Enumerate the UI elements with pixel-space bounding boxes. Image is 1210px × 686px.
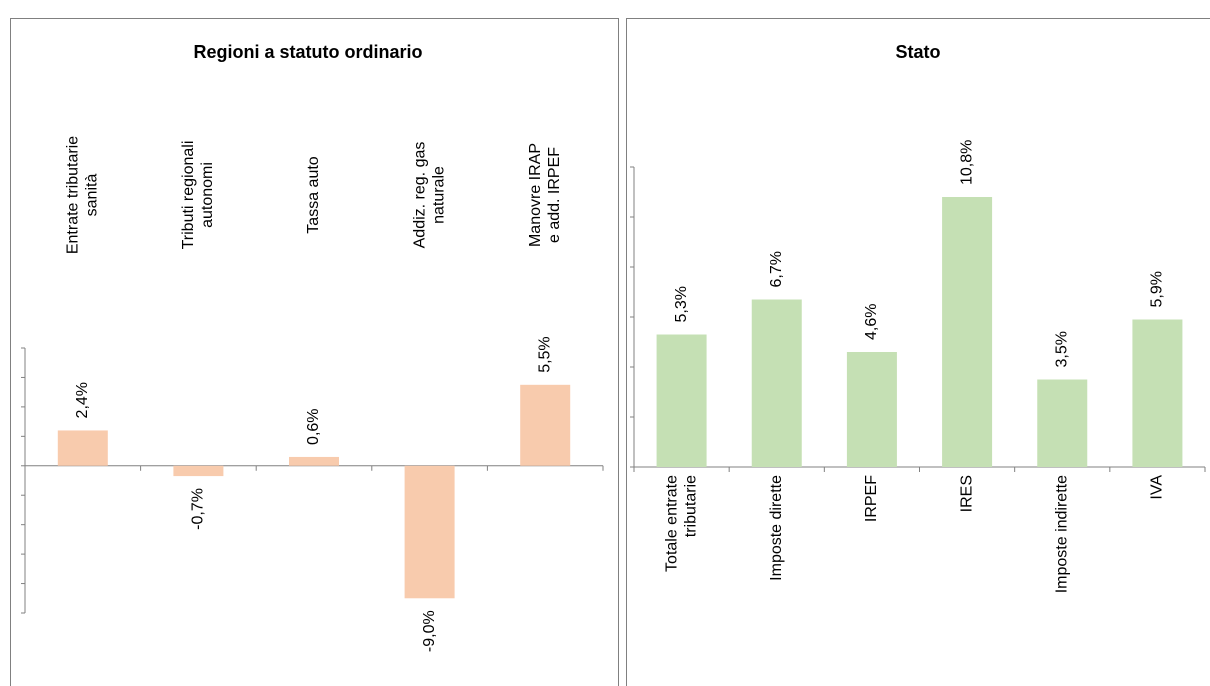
- x-tick-label: Entrate tributarie: [65, 136, 82, 254]
- x-tick-label: tributarie: [682, 475, 699, 537]
- bar: [289, 456, 339, 466]
- value-label: 3,5%: [1053, 331, 1070, 367]
- x-tick-label: naturale: [430, 166, 447, 224]
- x-tick-label: Tributi regionali: [180, 141, 197, 250]
- bar: [1037, 379, 1088, 467]
- chart-title: Stato: [896, 42, 941, 62]
- x-tick-label: Manovre IRAP: [527, 143, 544, 247]
- x-tick-label: Tassa auto: [305, 156, 322, 233]
- value-label: 10,8%: [958, 140, 975, 185]
- x-tick-label: IRPEF: [863, 475, 880, 522]
- x-tick-label: IRES: [958, 475, 975, 512]
- x-tick-label: sanità: [84, 174, 101, 217]
- value-label: 6,7%: [768, 251, 785, 287]
- bar: [942, 197, 993, 467]
- panel-frame: [10, 18, 619, 686]
- x-tick-label: Addiz. reg. gas: [411, 142, 428, 249]
- value-label: 0,6%: [305, 408, 322, 444]
- chart-title: Regioni a statuto ordinario: [193, 42, 422, 62]
- value-label: 5,5%: [536, 336, 553, 372]
- bar: [846, 352, 897, 467]
- value-label: 2,4%: [74, 382, 91, 418]
- value-label: 5,3%: [673, 286, 690, 322]
- bar: [57, 430, 108, 466]
- bar: [173, 465, 224, 477]
- bar: [1132, 319, 1183, 467]
- bar: [656, 334, 707, 467]
- value-label: -9,0%: [421, 610, 438, 652]
- x-tick-label: Totale entrate: [663, 475, 680, 572]
- x-tick-label: e add. IRPEF: [546, 147, 563, 243]
- value-label: -0,7%: [190, 488, 207, 530]
- value-label: 4,6%: [863, 304, 880, 340]
- x-tick-label: autonomi: [199, 162, 216, 228]
- value-label: 5,9%: [1149, 271, 1166, 307]
- x-tick-label: Imposte dirette: [768, 475, 785, 581]
- bar: [520, 384, 571, 466]
- x-tick-label: IVA: [1149, 475, 1166, 500]
- x-tick-label: Imposte indirette: [1053, 475, 1070, 593]
- bar: [751, 299, 802, 467]
- panel-frame: [626, 18, 1210, 686]
- bar: [404, 465, 455, 599]
